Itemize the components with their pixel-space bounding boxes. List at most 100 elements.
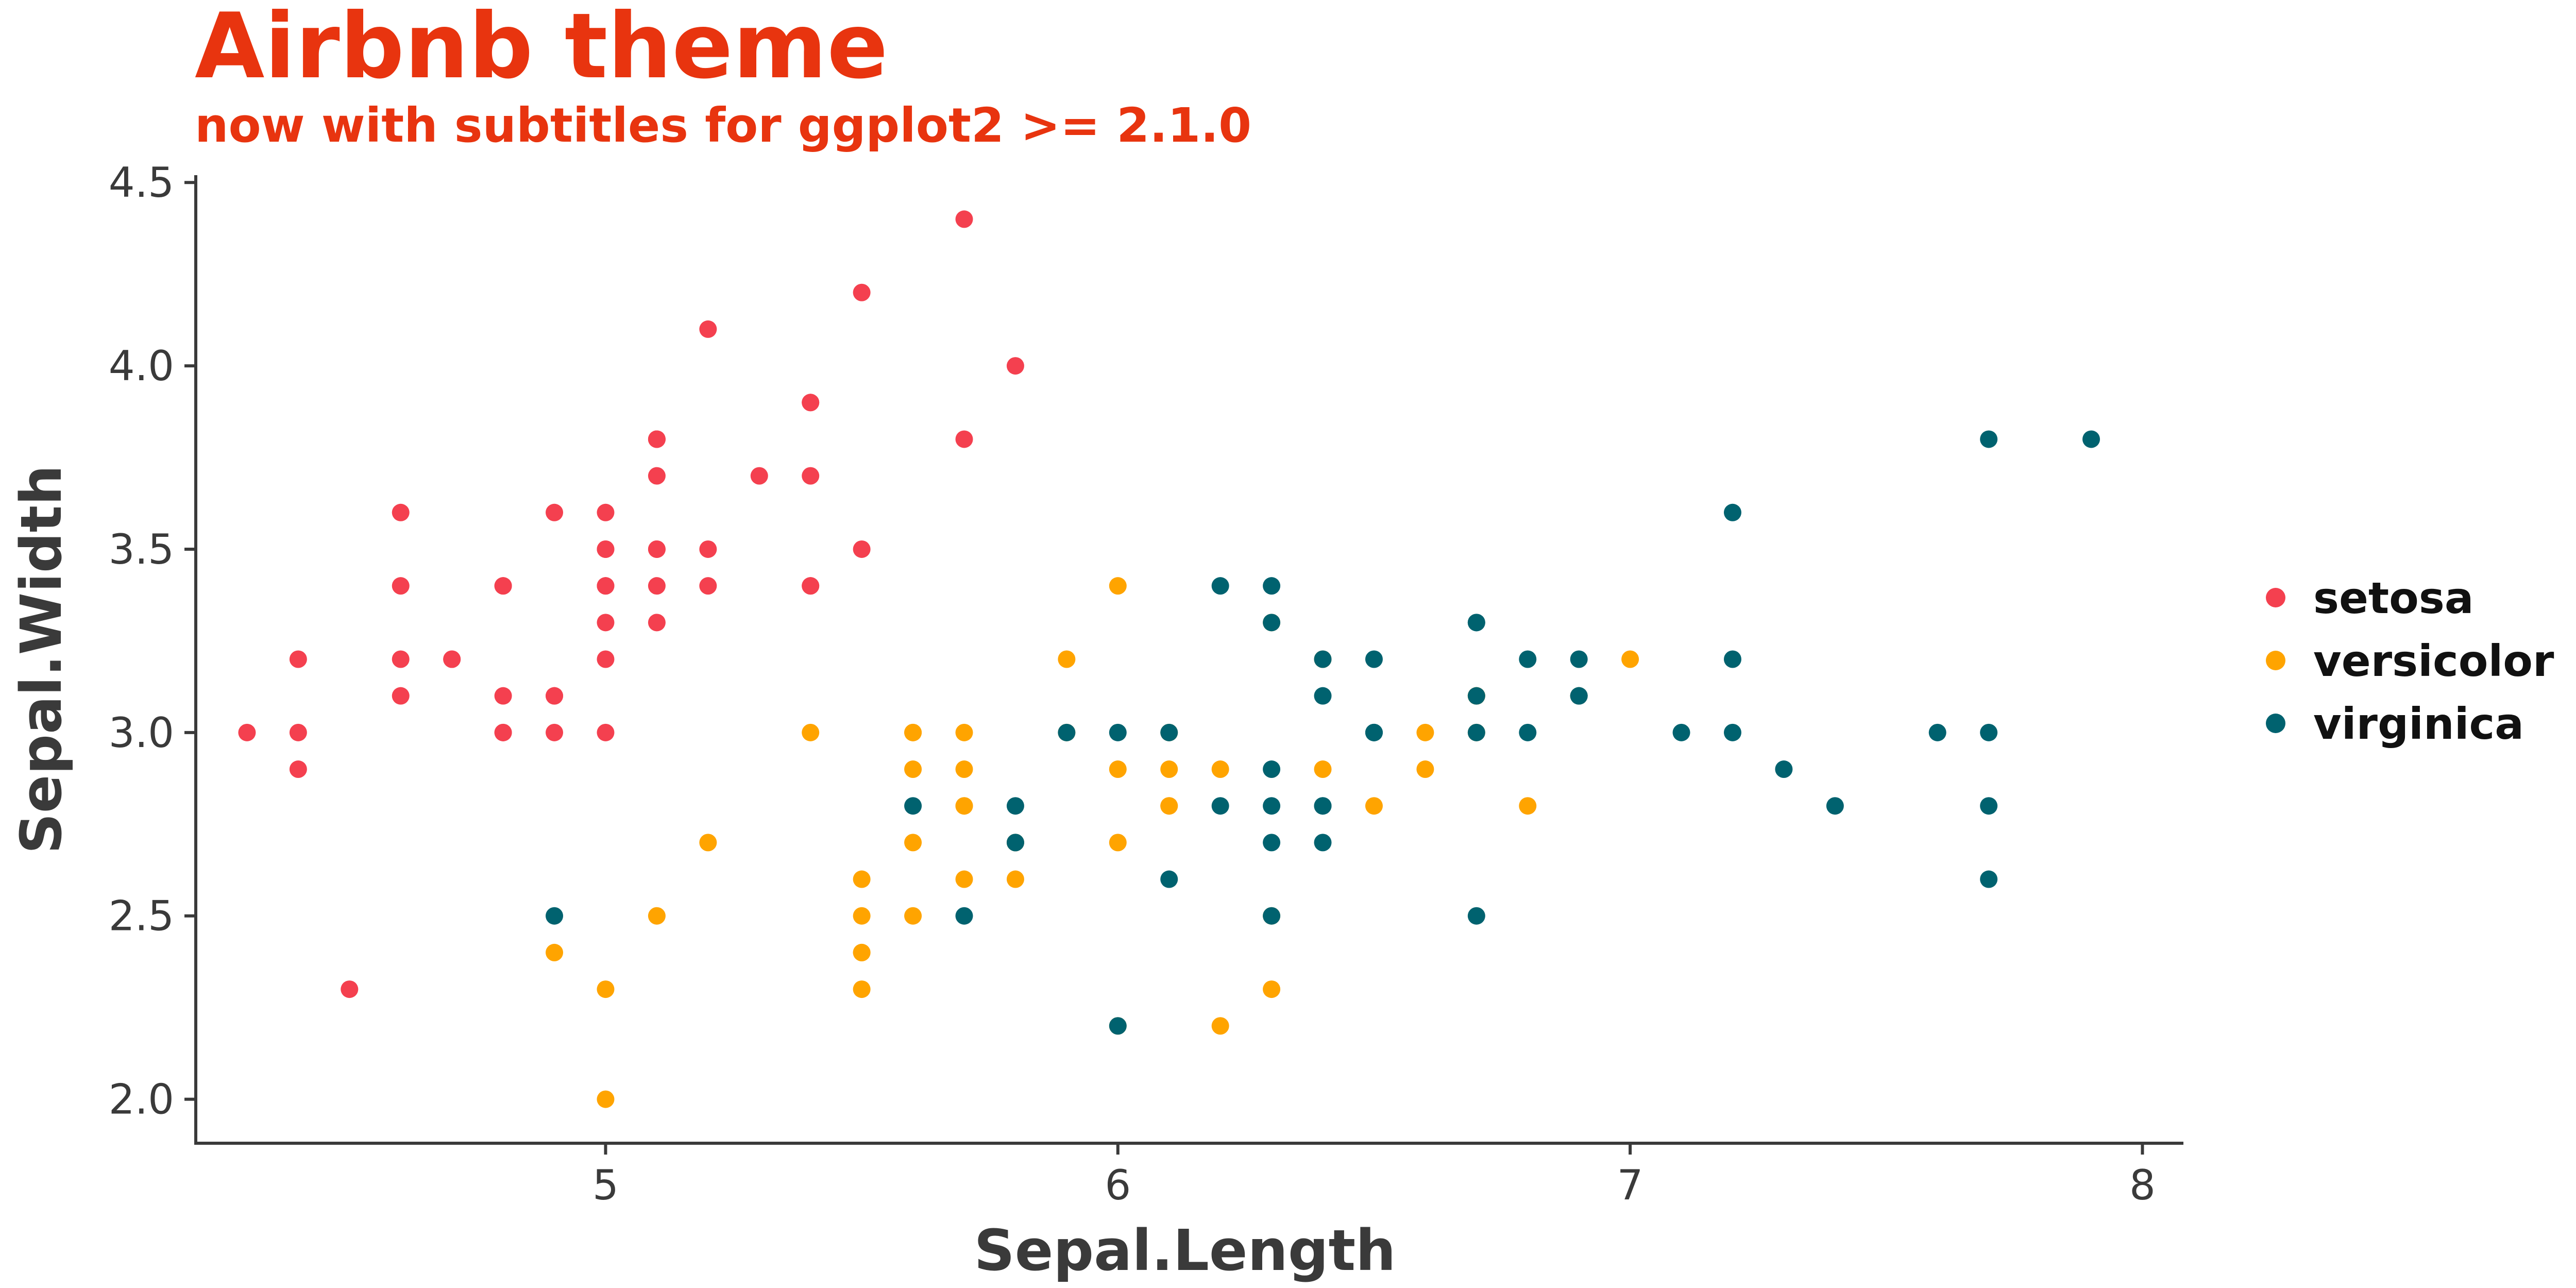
point-virginica	[1519, 650, 1537, 668]
point-virginica	[1160, 870, 1178, 888]
point-versicolor	[1211, 760, 1229, 778]
point-setosa	[597, 540, 615, 558]
x-axis-title: Sepal.Length	[974, 1217, 1396, 1283]
point-virginica	[1263, 907, 1281, 925]
point-versicolor	[853, 980, 871, 998]
point-virginica	[1723, 650, 1741, 668]
point-virginica	[1519, 723, 1537, 741]
point-virginica	[955, 907, 973, 925]
x-axis-ticks: 5 6 7 8	[592, 1143, 2156, 1209]
point-virginica	[1723, 503, 1741, 521]
point-versicolor	[904, 834, 922, 852]
point-setosa	[392, 503, 410, 521]
y-axis-title: Sepal.Width	[8, 465, 74, 854]
point-virginica	[2082, 430, 2100, 448]
point-versicolor	[802, 723, 820, 741]
point-setosa	[648, 467, 666, 485]
point-virginica	[1928, 723, 1946, 741]
point-virginica	[1211, 577, 1229, 595]
point-virginica	[1365, 723, 1383, 741]
y-tick-label: 3.0	[109, 709, 174, 757]
point-setosa	[238, 723, 256, 741]
point-virginica	[1263, 614, 1281, 632]
point-setosa	[955, 430, 973, 448]
point-virginica	[1570, 650, 1588, 668]
point-virginica	[1826, 797, 1844, 815]
point-setosa	[955, 210, 973, 228]
x-tick-label: 7	[1617, 1161, 1643, 1209]
point-virginica	[1263, 834, 1281, 852]
legend: setosa versicolor virginica	[2266, 573, 2554, 749]
point-setosa	[802, 577, 820, 595]
point-versicolor	[1365, 797, 1383, 815]
point-setosa	[648, 614, 666, 632]
legend-label-versicolor: versicolor	[2313, 636, 2554, 686]
legend-key-versicolor	[2266, 651, 2285, 670]
point-setosa	[494, 577, 512, 595]
point-setosa	[546, 687, 564, 705]
point-setosa	[289, 723, 307, 741]
point-versicolor	[955, 760, 973, 778]
y-tick-label: 4.0	[109, 342, 174, 390]
point-virginica	[546, 907, 564, 925]
point-virginica	[1109, 723, 1127, 741]
point-virginica	[1160, 723, 1178, 741]
point-virginica	[1314, 687, 1332, 705]
point-setosa	[699, 540, 717, 558]
point-versicolor	[955, 723, 973, 741]
point-setosa	[802, 467, 820, 485]
point-versicolor	[1621, 650, 1639, 668]
point-versicolor	[597, 980, 615, 998]
point-virginica	[1314, 650, 1332, 668]
point-virginica	[1109, 1017, 1127, 1035]
point-setosa	[341, 980, 359, 998]
point-versicolor	[699, 834, 717, 852]
point-setosa	[699, 577, 717, 595]
point-setosa	[546, 503, 564, 521]
legend-key-setosa	[2266, 588, 2285, 607]
point-virginica	[1672, 723, 1690, 741]
y-axis-ticks: 2.0 2.5 3.0 3.5 4.0 4.5	[109, 159, 196, 1124]
point-versicolor	[955, 797, 973, 815]
point-setosa	[494, 687, 512, 705]
point-setosa	[597, 650, 615, 668]
point-versicolor	[1160, 797, 1178, 815]
point-versicolor	[1263, 980, 1281, 998]
point-versicolor	[955, 870, 973, 888]
point-versicolor	[904, 907, 922, 925]
chart-title: Airbnb theme	[195, 0, 888, 99]
point-virginica	[1263, 760, 1281, 778]
point-setosa	[289, 650, 307, 668]
point-setosa	[392, 577, 410, 595]
point-virginica	[1723, 723, 1741, 741]
point-setosa	[1006, 357, 1024, 375]
point-virginica	[1467, 614, 1485, 632]
point-setosa	[853, 540, 871, 558]
y-tick-label: 2.5	[109, 892, 174, 940]
point-versicolor	[648, 907, 666, 925]
point-virginica	[904, 797, 922, 815]
point-setosa	[750, 467, 768, 485]
point-virginica	[1980, 430, 1998, 448]
point-virginica	[1467, 687, 1485, 705]
point-virginica	[1006, 797, 1024, 815]
point-setosa	[597, 503, 615, 521]
point-versicolor	[1109, 577, 1127, 595]
point-versicolor	[904, 723, 922, 741]
point-versicolor	[1109, 760, 1127, 778]
point-virginica	[1467, 723, 1485, 741]
point-setosa	[494, 723, 512, 741]
point-virginica	[1314, 834, 1332, 852]
x-tick-label: 5	[592, 1161, 619, 1209]
point-virginica	[1775, 760, 1793, 778]
point-versicolor	[853, 870, 871, 888]
point-setosa	[648, 540, 666, 558]
point-setosa	[392, 650, 410, 668]
point-versicolor	[1006, 870, 1024, 888]
x-tick-label: 8	[2129, 1161, 2156, 1209]
chart-subtitle: now with subtitles for ggplot2 >= 2.1.0	[195, 98, 1251, 153]
point-versicolor	[546, 943, 564, 961]
point-virginica	[1263, 577, 1281, 595]
point-virginica	[1980, 870, 1998, 888]
